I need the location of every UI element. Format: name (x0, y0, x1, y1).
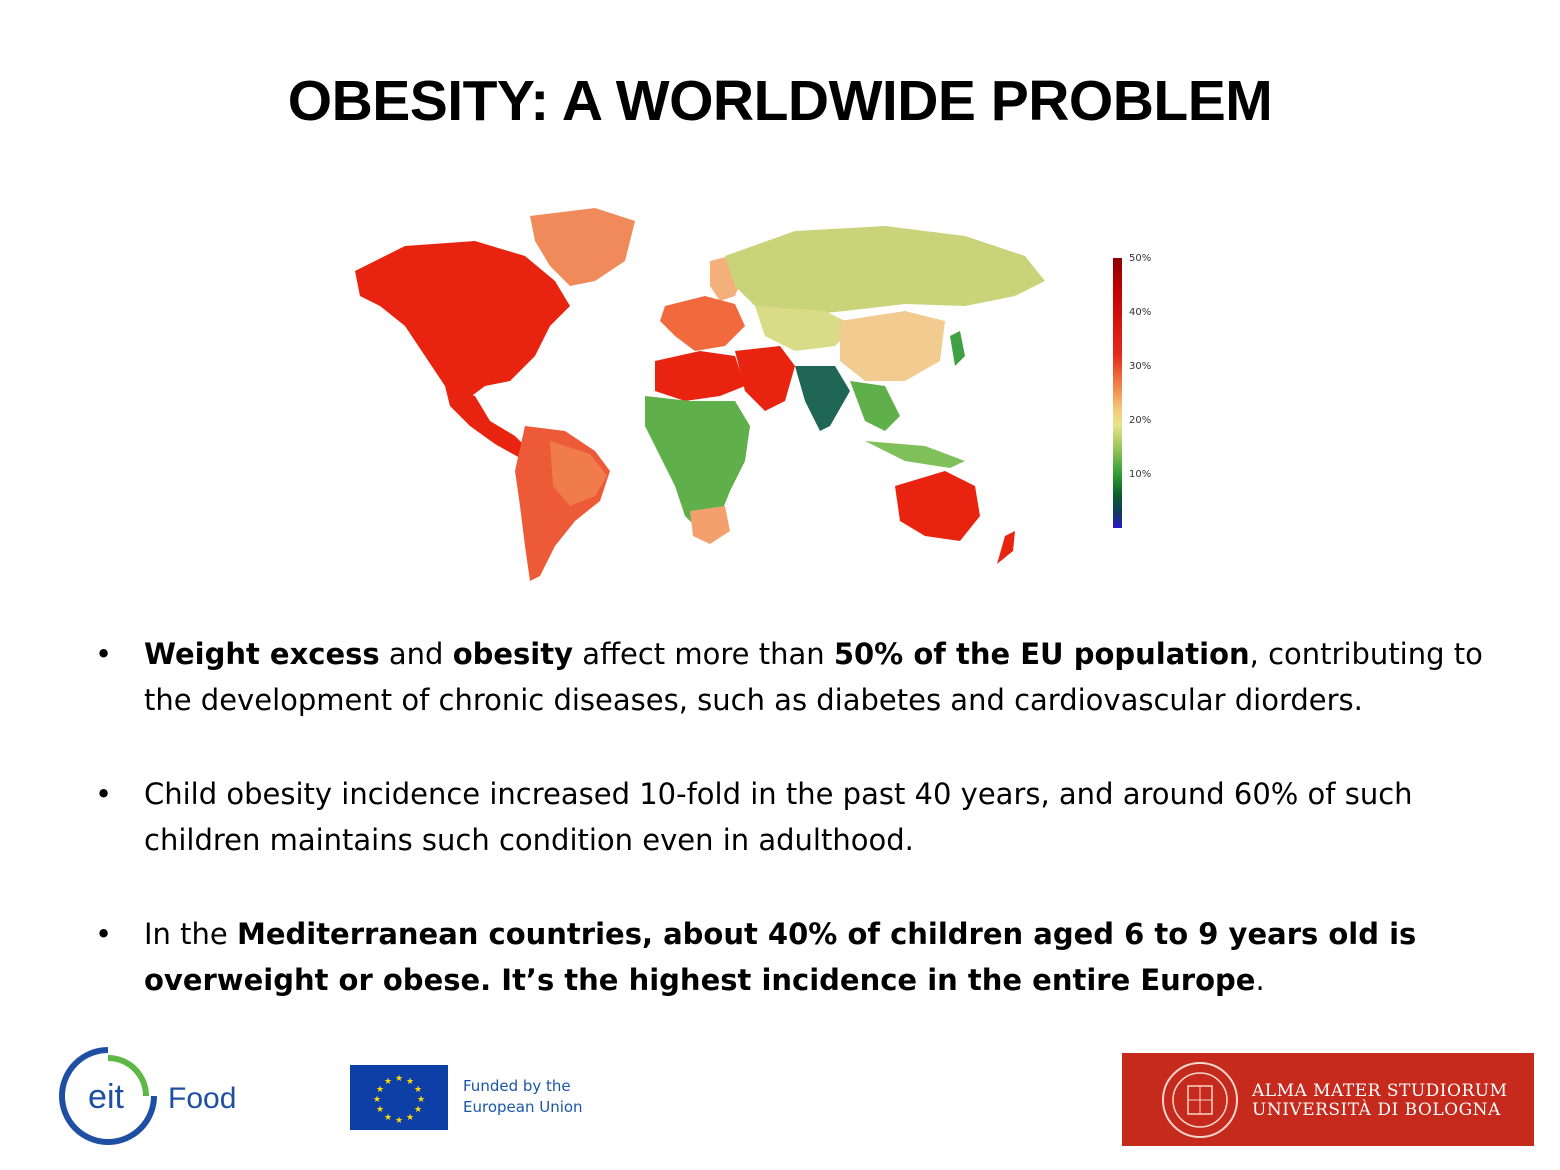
bullet-dot: • (95, 917, 113, 951)
bullet-text-bold: 50% of the EU population (833, 637, 1250, 671)
bullet-dot: • (95, 777, 113, 811)
region-australia (895, 471, 980, 541)
slide-title: OBESITY: A WORLDWIDE PROBLEM (287, 69, 1273, 133)
bullet-text-bold: Mediterranean countries, about 40% of ch… (144, 917, 1417, 997)
region-russia (725, 226, 1045, 316)
bullet-text: and (379, 637, 453, 671)
bullet-item: • In the Mediterranean countries, about … (95, 911, 1535, 1003)
unibo-line: UNIVERSITÀ DI BOLOGNA (1252, 1100, 1501, 1120)
region-central-asia (755, 306, 855, 351)
legend-label: 50% (1129, 253, 1152, 264)
region-indonesia (865, 441, 965, 468)
svg-text:★: ★ (376, 1105, 384, 1115)
svg-text:★: ★ (373, 1095, 381, 1105)
legend-label: 40% (1129, 307, 1152, 318)
eu-funding-line: European Union (463, 1098, 583, 1116)
region-china (840, 311, 945, 381)
bullet-text: . (1255, 963, 1265, 997)
region-greenland (530, 208, 635, 286)
svg-text:★: ★ (406, 1077, 414, 1087)
world-obesity-map (325, 186, 1215, 586)
legend-label: 30% (1129, 361, 1152, 372)
eit-food-logo: eit Food (58, 1046, 268, 1146)
bullet-item: • Weight excess and obesity affect more … (95, 631, 1535, 723)
region-se-asia (850, 381, 900, 431)
svg-text:★: ★ (414, 1105, 422, 1115)
svg-text:★: ★ (395, 1116, 403, 1126)
region-brazil (550, 441, 607, 506)
region-north-america (355, 241, 570, 401)
region-central-america (445, 386, 530, 458)
bullet-text-bold: Weight excess (144, 637, 380, 671)
region-india (795, 366, 850, 431)
eit-food-text: Food (168, 1082, 236, 1115)
region-new-zealand (997, 531, 1015, 564)
svg-text:★: ★ (395, 1074, 403, 1084)
eu-flag-icon: ★ ★ ★ ★ ★ ★ ★ ★ ★ ★ ★ ★ (350, 1065, 448, 1130)
region-sub-saharan-africa (645, 396, 750, 531)
region-south-africa (690, 506, 730, 544)
legend-label: 20% (1129, 415, 1152, 426)
bullet-text-bold: obesity (452, 637, 574, 671)
bullet-item: • Child obesity incidence increased 10-f… (95, 771, 1535, 863)
unibo-logo: ALMA MATER STUDIORUM UNIVERSITÀ DI BOLOG… (1122, 1053, 1534, 1146)
svg-text:★: ★ (406, 1113, 414, 1123)
region-middle-east (735, 346, 795, 411)
bullet-list: • Weight excess and obesity affect more … (95, 631, 1535, 1051)
bullet-text: , contributing to the development of chr… (144, 637, 1483, 717)
unibo-line: ALMA MATER STUDIORUM (1252, 1081, 1508, 1101)
eit-logo-text: eit (88, 1078, 124, 1116)
svg-text:★: ★ (376, 1085, 384, 1095)
map-color-scale (1113, 258, 1122, 528)
svg-text:★: ★ (414, 1085, 422, 1095)
bullet-text: affect more than (573, 637, 834, 671)
unibo-name: ALMA MATER STUDIORUM UNIVERSITÀ DI BOLOG… (1252, 1082, 1508, 1120)
eu-funding-line: Funded by the (463, 1077, 571, 1095)
unibo-seal-icon (1160, 1060, 1240, 1140)
svg-text:★: ★ (384, 1077, 392, 1087)
bullet-text: In the (144, 917, 237, 951)
region-europe (660, 296, 745, 351)
svg-text:★: ★ (417, 1095, 425, 1105)
bullet-text: Child obesity incidence increased 10-fol… (144, 777, 1413, 857)
region-north-africa (655, 351, 745, 401)
region-japan (950, 331, 965, 366)
legend-label: 10% (1129, 469, 1152, 480)
bullet-dot: • (95, 637, 113, 671)
svg-text:★: ★ (384, 1113, 392, 1123)
eu-funding-text: Funded by the European Union (463, 1076, 583, 1118)
